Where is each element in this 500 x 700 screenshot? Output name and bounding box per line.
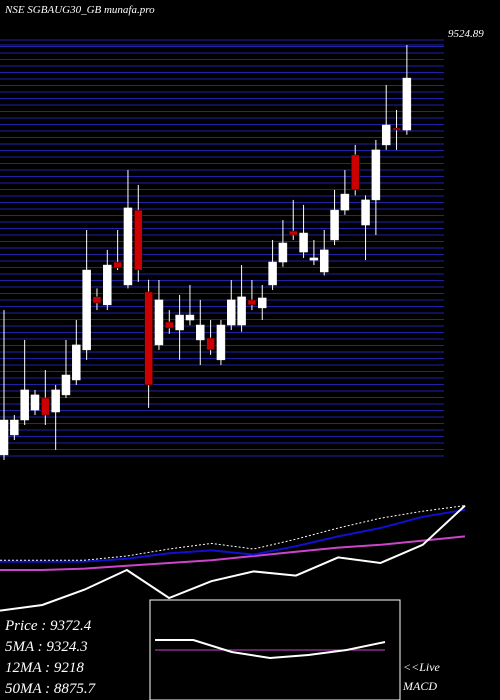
indicator-line [0,505,466,561]
legend-text: 5MA : 9324.3 [5,639,88,655]
candle-body [247,299,257,306]
candle-body [165,321,174,329]
candle-body [258,297,267,309]
candle-body [299,232,308,253]
indicator-line [0,535,466,571]
candle-body [92,296,102,304]
candle-body [268,261,277,286]
candle-body [185,314,195,321]
candle-body [288,230,298,236]
candle-body [227,299,236,326]
candle-body [381,124,391,146]
candle-body [278,242,288,263]
legend-text: Price : 9372.4 [4,618,92,634]
candle-body [61,374,71,396]
candle-body [72,344,81,381]
y-tick-label: 9524.89 [448,28,484,40]
candle-body [0,419,9,456]
candle-body [41,397,50,416]
candle-body [134,209,143,271]
candle-body [30,394,40,411]
candle-body [82,269,91,351]
candle-body [144,291,153,386]
candle-body [392,127,401,131]
candle-body [371,149,381,201]
legend-text: 50MA : 8875.7 [5,681,97,697]
annotation: MACD [402,679,437,693]
candle-body [154,299,164,346]
candle-body [10,419,19,436]
candle-body [309,257,319,261]
candle-body [123,207,133,286]
candle-body [361,199,370,226]
candle-body [175,314,184,331]
candle-body [113,261,122,269]
candle-body [350,154,360,191]
indicator-line [0,508,466,563]
indicator-line [0,504,466,612]
annotation: <<Live [403,660,441,674]
candle-body [330,209,339,241]
candle-body [103,264,112,306]
chart-title: NSE SGBAUG30_GB munafa.pro [4,4,155,16]
indicator-line [155,639,386,660]
candle-body [20,389,29,421]
candle-body [340,193,350,211]
candle-body [319,249,329,273]
candle-body [206,337,215,351]
candle-body [196,324,205,341]
candle-body [216,324,226,361]
candle-body [51,389,60,413]
candle-body [402,77,412,131]
candle-body [237,296,246,326]
legend-text: 12MA : 9218 [5,660,84,676]
